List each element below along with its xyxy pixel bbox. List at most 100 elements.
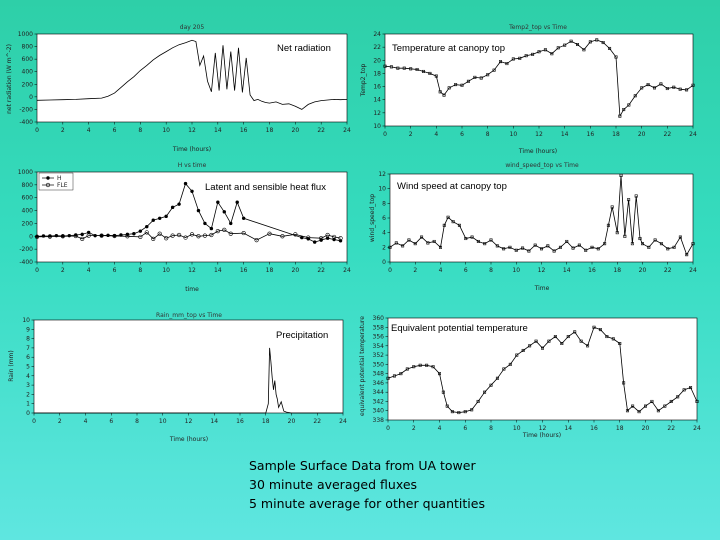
x-tick-label: 4 [87, 127, 91, 134]
data-point [665, 87, 669, 91]
plot-area [36, 171, 348, 263]
data-point [241, 216, 246, 220]
x-tick-label: 22 [317, 127, 325, 134]
data-point [663, 404, 667, 408]
data-point [633, 94, 637, 98]
data-point [582, 48, 586, 52]
data-point [695, 399, 699, 403]
data-point [426, 241, 430, 245]
y-tick-label: 10 [373, 123, 381, 130]
data-point [492, 68, 496, 72]
data-point [483, 242, 487, 246]
x-tick-label: 24 [689, 267, 697, 274]
x-tick-label: 10 [512, 267, 520, 274]
data-point [543, 48, 547, 52]
data-point [151, 218, 155, 222]
data-point [235, 200, 239, 204]
x-tick-label: 2 [61, 267, 65, 274]
data-point [606, 223, 610, 227]
data-point [280, 234, 285, 239]
data-point [202, 233, 208, 238]
data-point [254, 238, 259, 243]
data-point [659, 242, 663, 246]
y-tick-label: 358 [373, 324, 385, 331]
data-point [486, 73, 490, 77]
x-tick-label: 10 [162, 267, 170, 274]
data-point [533, 243, 537, 247]
data-point [442, 223, 446, 227]
data-point [622, 381, 626, 385]
x-tick-label: 6 [463, 425, 467, 432]
x-tick-label: 24 [343, 267, 351, 274]
y-tick-label: 6 [382, 215, 386, 222]
data-point [614, 55, 618, 59]
data-point [630, 242, 634, 246]
y-tick-label: 9 [26, 326, 30, 333]
data-point [514, 248, 518, 252]
y-tick-label: 8 [26, 336, 30, 343]
series-line [384, 39, 694, 118]
data-point [463, 410, 467, 414]
data-point [222, 210, 226, 214]
data-point [689, 386, 693, 390]
x-tick-label: 12 [185, 418, 193, 425]
data-point [401, 244, 405, 248]
data-point [151, 236, 156, 241]
y-tick-label: 360 [373, 315, 385, 322]
inner-label: Net radiation [277, 43, 331, 54]
data-point [656, 409, 660, 413]
data-point [464, 237, 468, 241]
data-point [528, 344, 532, 348]
y-tick-label: 24 [373, 31, 381, 38]
x-tick-label: 2 [58, 418, 62, 425]
data-point [473, 75, 477, 79]
data-point [598, 328, 602, 332]
data-point [442, 93, 446, 97]
data-point [584, 248, 588, 252]
x-tick-label: 4 [439, 267, 443, 274]
x-tick-label: 20 [639, 267, 647, 274]
y-tick-label: 200 [22, 81, 34, 88]
data-point [454, 83, 458, 87]
data-point [222, 227, 227, 232]
data-point [521, 348, 525, 352]
x-tick-label: 16 [588, 267, 596, 274]
x-tick-label: 14 [563, 267, 571, 274]
x-tick-label: 6 [460, 131, 464, 138]
y-tick-label: 350 [373, 361, 385, 368]
y-tick-label: 4 [26, 373, 30, 380]
inner-label: Wind speed at canopy top [397, 181, 507, 192]
data-point [125, 234, 130, 239]
data-point [678, 235, 682, 239]
x-tick-label: 10 [159, 418, 167, 425]
chart-title: Rain_mm_top vs Time [156, 312, 222, 319]
caption-line-1: Sample Surface Data from UA tower [249, 458, 476, 473]
x-tick-label: 14 [214, 267, 222, 274]
x-tick-label: 8 [489, 267, 493, 274]
data-point [610, 205, 614, 209]
plot-area [384, 33, 694, 127]
data-point [396, 66, 400, 70]
x-tick-label: 14 [564, 425, 572, 432]
x-tick-label: 16 [240, 127, 248, 134]
y-tick-label: 14 [373, 97, 381, 104]
x-tick-label: 24 [689, 131, 697, 138]
x-tick-label: 6 [113, 127, 117, 134]
data-point [637, 410, 641, 414]
data-point [86, 233, 91, 238]
x-axis-label: Time [534, 285, 550, 292]
data-point [650, 399, 654, 403]
x-tick-label: 24 [343, 127, 351, 134]
data-point [306, 235, 311, 240]
data-point [499, 60, 503, 64]
x-tick-label: 22 [313, 418, 321, 425]
data-point [576, 43, 580, 47]
x-tick-label: 0 [388, 267, 392, 274]
y-tick-label: 5 [26, 364, 30, 371]
data-point [571, 246, 575, 250]
data-point [560, 341, 564, 345]
data-point [556, 46, 560, 50]
data-point [647, 245, 651, 249]
y-axis-label: net radiation (W m^-2) [6, 44, 13, 114]
data-point [138, 229, 143, 233]
